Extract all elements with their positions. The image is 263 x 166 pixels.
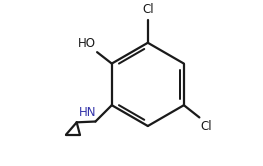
Text: Cl: Cl [200, 120, 212, 133]
Text: HO: HO [78, 37, 96, 50]
Text: HN: HN [79, 106, 97, 119]
Text: Cl: Cl [142, 3, 154, 16]
